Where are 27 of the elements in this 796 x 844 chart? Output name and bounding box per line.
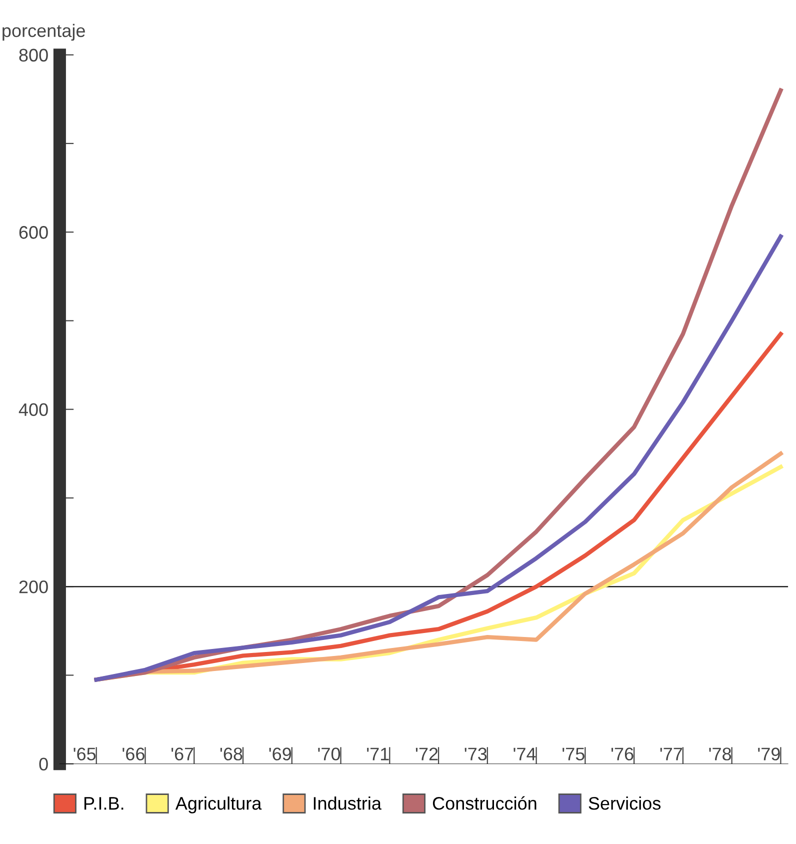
x-tick-label: '76 bbox=[611, 748, 634, 760]
x-tick-label: '78 bbox=[709, 748, 732, 760]
legend-label: P.I.B. bbox=[84, 797, 124, 810]
x-tick-label: '71 bbox=[367, 748, 389, 760]
x-tick-label: '75 bbox=[562, 748, 584, 760]
x-tick-label: '66 bbox=[122, 748, 144, 760]
legend-label: Servicios bbox=[588, 796, 661, 810]
y-axis-title: porcentaje bbox=[2, 24, 85, 41]
x-tick-label: '68 bbox=[220, 748, 242, 760]
line-series bbox=[94, 234, 783, 682]
y-tick-label: 400 bbox=[18, 403, 48, 416]
legend-label: Agricultura bbox=[175, 796, 262, 814]
y-tick-label: 200 bbox=[19, 580, 48, 594]
y-tick-label: 800 bbox=[19, 48, 48, 62]
x-tick-label: '67 bbox=[172, 748, 194, 760]
x-tick-label: '77 bbox=[660, 748, 682, 760]
y-tick-label: 0 bbox=[39, 758, 48, 771]
x-tick-label: '73 bbox=[464, 748, 487, 760]
x-tick-label: '69 bbox=[269, 748, 292, 760]
x-tick-label: '74 bbox=[514, 748, 536, 760]
legend-label: Construcción bbox=[432, 796, 536, 810]
legend-label: Industria bbox=[314, 796, 382, 810]
x-tick-label: '65 bbox=[74, 748, 96, 760]
x-tick-label: '70 bbox=[318, 748, 340, 760]
y-tick-label: 600 bbox=[19, 226, 48, 239]
x-tick-label: '72 bbox=[416, 748, 438, 760]
x-tick-label: '79 bbox=[758, 748, 780, 760]
